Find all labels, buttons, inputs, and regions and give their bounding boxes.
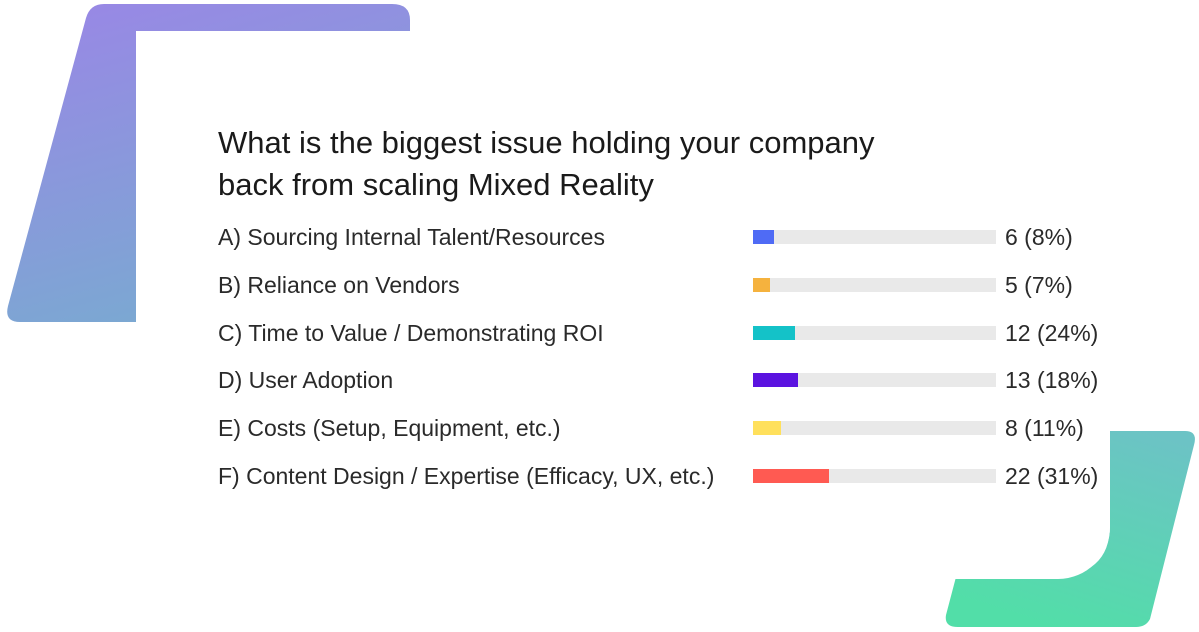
category-label: D) User Adoption [218,367,394,394]
chart-title: What is the biggest issue holding your c… [218,125,875,202]
result-row: E) Costs (Setup, Equipment, etc.) 8 (11%) [218,411,1118,445]
bar-track [753,373,996,388]
value-label: 22 (31%) [1005,463,1099,489]
category-label: B) Reliance on Vendors [218,271,460,298]
bar [753,373,798,388]
poll-card [136,31,1110,579]
value-label: 8 (11%) [1005,415,1084,442]
bar [753,469,829,483]
value-label: 13 (18%) [1005,367,1099,394]
result-row: B) Reliance on Vendors 5 (7%) [218,268,1118,302]
value-label: 5 (7%) [1005,271,1073,298]
category-label: F) Content Design / Expertise (Efficacy,… [218,463,715,489]
value-label: 6 (8%) [1005,224,1073,250]
category-label: A) Sourcing Internal Talent/Resources [218,224,605,250]
bar [753,325,795,340]
bar-track [753,230,996,244]
bar [753,421,781,436]
category-label: C) Time to Value / Demonstrating ROI [218,319,604,346]
result-row: F) Content Design / Expertise (Efficacy,… [218,459,1118,493]
value-label: 12 (24%) [1005,319,1099,346]
bar [753,230,774,244]
decorative-shape-top-left [7,4,410,322]
bar [753,277,770,292]
result-row: D) User Adoption 13 (18%) [218,363,1118,397]
result-row: A) Sourcing Internal Talent/Resources 6 (… [218,220,1118,254]
bar-track [753,277,996,292]
bar-track [753,421,996,436]
bar-track [753,469,996,483]
result-row: C) Time to Value / Demonstrating ROI 12 (… [218,316,1118,350]
bar-track [753,325,996,340]
category-label: E) Costs (Setup, Equipment, etc.) [218,415,561,442]
